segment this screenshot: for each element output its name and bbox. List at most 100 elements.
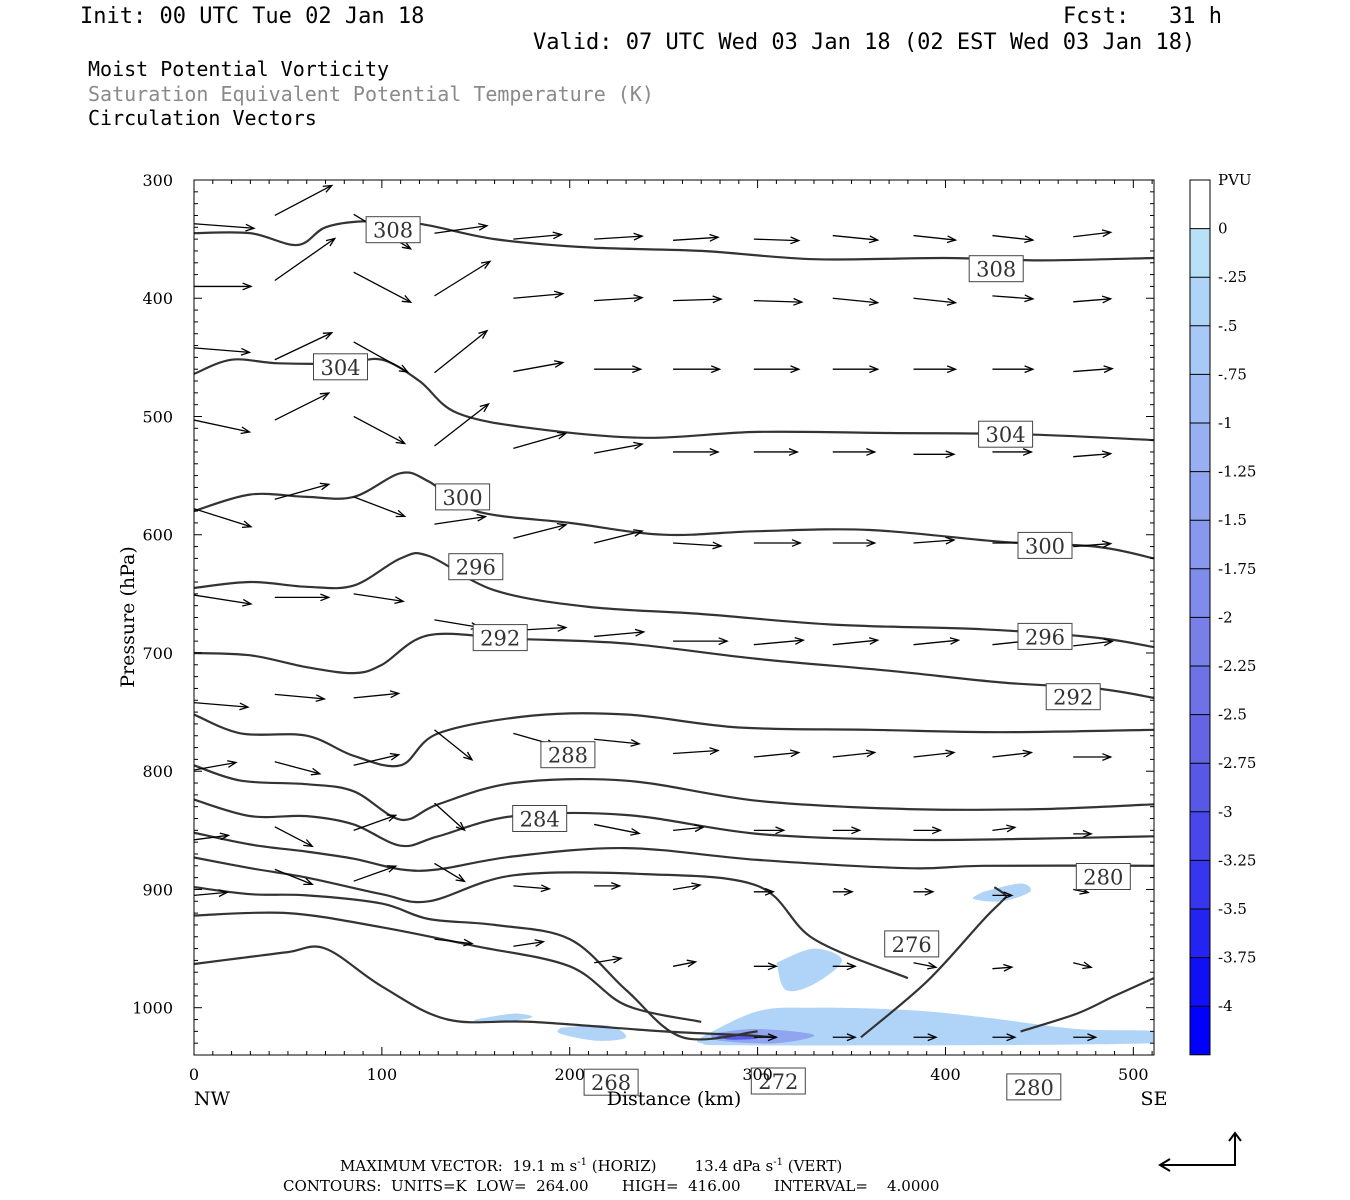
circulation-vector bbox=[274, 593, 331, 602]
theta-contour-296 bbox=[194, 552, 1154, 649]
colorbar-tick-label: -2.75 bbox=[1218, 754, 1256, 772]
circulation-vector bbox=[274, 237, 337, 282]
contour-info-note: CONTOURS: UNITS=K LOW= 264.00 HIGH= 416.… bbox=[283, 1177, 940, 1195]
circulation-vector bbox=[434, 402, 490, 447]
y-axis-title: Pressure (hPa) bbox=[117, 546, 139, 688]
circulation-vector bbox=[194, 282, 253, 291]
svg-text:288: 288 bbox=[548, 744, 588, 768]
theta-contour-308 bbox=[194, 220, 1154, 262]
pv-shaded-region bbox=[557, 1025, 627, 1041]
circulation-vector bbox=[992, 447, 1034, 456]
circulation-vector bbox=[913, 961, 938, 970]
colorbar-tick-label: -4 bbox=[1218, 997, 1233, 1015]
circulation-vector bbox=[194, 508, 253, 529]
circulation-vector bbox=[594, 823, 641, 836]
circulation-vector bbox=[913, 887, 935, 896]
svg-text:308: 308 bbox=[976, 258, 1016, 282]
y-tick-label: 500 bbox=[142, 407, 173, 426]
svg-text:280: 280 bbox=[1083, 866, 1123, 890]
colorbar-swatch bbox=[1190, 714, 1210, 764]
circulation-vector bbox=[832, 1033, 857, 1042]
circulation-vector bbox=[353, 865, 398, 882]
theta-contour-288 bbox=[194, 712, 1154, 768]
valid-time: Valid: 07 UTC Wed 03 Jan 18 (02 EST Wed … bbox=[533, 30, 1196, 55]
circulation-vector bbox=[673, 365, 722, 374]
svg-text:296: 296 bbox=[456, 556, 496, 580]
circulation-vector bbox=[992, 824, 1017, 833]
circulation-vector bbox=[194, 594, 253, 607]
circulation-vector bbox=[513, 231, 564, 240]
pv-shading-layer bbox=[473, 883, 1154, 1046]
colorbar-swatch bbox=[1190, 909, 1210, 958]
contour-label: 304 bbox=[978, 420, 1034, 448]
circulation-vector bbox=[673, 295, 723, 304]
circulation-vector bbox=[1073, 753, 1113, 762]
svg-text:292: 292 bbox=[480, 627, 520, 651]
contour-label: 308 bbox=[968, 255, 1024, 283]
circulation-vector bbox=[594, 294, 644, 303]
circulation-vector bbox=[194, 701, 250, 711]
theta-contour-300 bbox=[194, 471, 1154, 560]
contour-label: 280 bbox=[1075, 863, 1131, 890]
circulation-vector bbox=[434, 329, 489, 374]
colorbar-swatch bbox=[1190, 1006, 1210, 1055]
colorbar-tick-label: -3 bbox=[1218, 803, 1233, 821]
circulation-vector bbox=[913, 234, 958, 244]
theta-contour-276 bbox=[194, 831, 1154, 872]
circulation-vector bbox=[194, 223, 256, 232]
circulation-vector bbox=[194, 347, 252, 356]
circulation-vector bbox=[274, 868, 314, 886]
svg-text:292: 292 bbox=[1053, 686, 1093, 710]
colorbar-tick-label: 0 bbox=[1218, 220, 1228, 238]
circulation-vector bbox=[992, 365, 1035, 374]
circulation-vector bbox=[353, 415, 407, 445]
circulation-vector bbox=[913, 297, 958, 306]
circulation-vector bbox=[1073, 1033, 1098, 1042]
theta-contour-layer bbox=[194, 220, 1154, 1041]
circulation-vector bbox=[913, 536, 956, 545]
circulation-vector bbox=[753, 1033, 779, 1042]
colorbar-swatch bbox=[1190, 617, 1210, 666]
pv-colorbar: 0 -.25 -.5 -.75 -1 -1.25 -1.5 -1.75 -2 -2.25 -2.5 -… bbox=[1189, 179, 1256, 1056]
circulation-vector bbox=[194, 889, 229, 898]
y-tick-label: 400 bbox=[142, 289, 173, 308]
contour-label: 300 bbox=[435, 483, 491, 511]
circulation-vector bbox=[434, 862, 467, 883]
circulation-vector bbox=[832, 365, 880, 374]
contour-label: 304 bbox=[313, 353, 368, 381]
circulation-vector bbox=[832, 447, 877, 456]
circulation-vector bbox=[1073, 540, 1113, 549]
circulation-vector bbox=[1073, 365, 1114, 374]
max-vector-note: MAXIMUM VECTOR: 19.1 m s-1 (HORIZ) 13.4 … bbox=[340, 1157, 843, 1175]
colorbar-swatch bbox=[1190, 228, 1210, 278]
x-tick-label: 100 bbox=[367, 1065, 398, 1084]
circulation-vector bbox=[353, 341, 410, 373]
circulation-vector bbox=[274, 482, 331, 500]
circulation-vector bbox=[992, 891, 1014, 900]
circulation-vector bbox=[434, 729, 474, 761]
circulation-vector bbox=[513, 360, 565, 373]
circulation-vector bbox=[434, 802, 466, 832]
colorbar-swatch bbox=[1190, 277, 1210, 326]
circulation-vector bbox=[353, 814, 398, 831]
circulation-vector bbox=[753, 962, 779, 971]
circulation-vector bbox=[594, 738, 641, 747]
circulation-vector bbox=[513, 290, 565, 299]
svg-text:300: 300 bbox=[443, 486, 483, 510]
circulation-vector bbox=[513, 939, 546, 947]
svg-text:276: 276 bbox=[892, 933, 932, 957]
colorbar-swatch bbox=[1190, 325, 1210, 375]
title-line-2: Saturation Equivalent Potential Temperat… bbox=[88, 82, 654, 106]
contour-label: 268 bbox=[583, 1068, 639, 1096]
circulation-vector bbox=[274, 826, 314, 848]
theta-contour-264 bbox=[194, 911, 702, 1023]
circulation-vector bbox=[593, 529, 644, 544]
contour-label: 296 bbox=[448, 553, 504, 581]
circulation-vector bbox=[274, 331, 334, 361]
x-tick-label: 500 bbox=[1118, 1065, 1149, 1084]
circulation-vector bbox=[672, 882, 702, 891]
circulation-vector bbox=[194, 832, 231, 841]
colorbar-tick-label: -.5 bbox=[1218, 317, 1237, 335]
circulation-vector bbox=[753, 887, 776, 896]
